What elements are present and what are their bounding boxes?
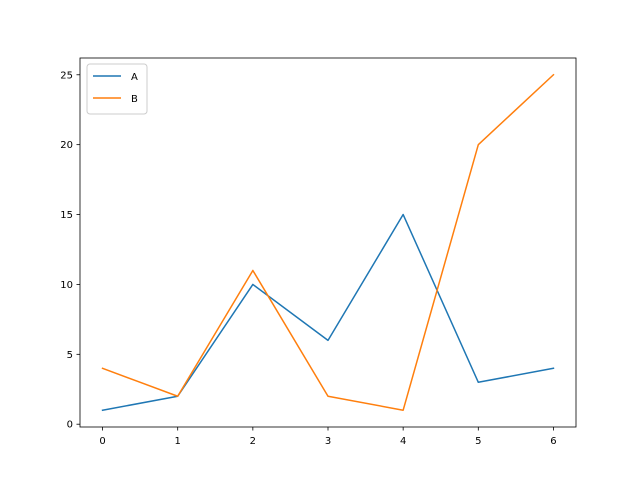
y-tick-label: 10 xyxy=(60,280,73,291)
legend-label-B: B xyxy=(131,94,138,105)
x-tick-label: 3 xyxy=(325,436,331,447)
legend-box xyxy=(86,63,148,115)
legend-label-A: A xyxy=(131,72,138,83)
y-tick-label: 5 xyxy=(67,350,73,361)
legend: AB xyxy=(86,63,148,115)
y-tick-label: 15 xyxy=(60,210,73,221)
y-tick-label: 25 xyxy=(60,70,73,81)
plot-area xyxy=(101,73,555,412)
x-tick-label: 5 xyxy=(475,436,481,447)
x-tick-label: 0 xyxy=(99,436,105,447)
x-tick-label: 1 xyxy=(175,436,181,447)
x-tick-label: 2 xyxy=(250,436,256,447)
x-tick-label: 4 xyxy=(400,436,406,447)
series-line-B xyxy=(101,73,555,411)
y-tick-label: 20 xyxy=(60,140,73,151)
axes: 0 1 2 3 4 5 6 0 5 10 15 20 25 xyxy=(60,57,577,447)
y-tick-label: 0 xyxy=(67,420,73,431)
x-tick-label: 6 xyxy=(550,436,556,447)
